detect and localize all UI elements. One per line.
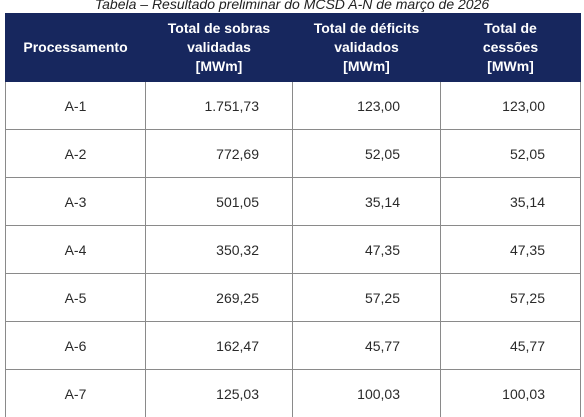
table-row: A-4 350,32 47,35 47,35 [5, 225, 581, 274]
cell-processamento: A-4 [5, 225, 146, 274]
cell-cessoes: 57,25 [440, 273, 581, 322]
header-total-deficits: Total de déficits validados [MWm] [292, 13, 441, 82]
cell-sobras: 772,69 [145, 129, 293, 178]
header-processamento: Processamento [5, 13, 146, 82]
cell-sobras: 1.751,73 [145, 81, 293, 130]
header-line: Total de [484, 20, 537, 36]
cell-processamento: A-7 [5, 369, 146, 417]
cell-sobras: 162,47 [145, 321, 293, 370]
cell-sobras: 125,03 [145, 369, 293, 417]
cell-deficits: 52,05 [292, 129, 441, 178]
header-line: validados [334, 39, 399, 55]
cell-deficits: 35,14 [292, 177, 441, 226]
cell-processamento: A-5 [5, 273, 146, 322]
cell-cessoes: 35,14 [440, 177, 581, 226]
cell-processamento: A-1 [5, 81, 146, 130]
table-caption: Tabela – Resultado preliminar do MCSD A-… [94, 0, 490, 12]
cell-deficits: 100,03 [292, 369, 441, 417]
cell-deficits: 47,35 [292, 225, 441, 274]
cell-processamento: A-3 [5, 177, 146, 226]
table-row: A-2 772,69 52,05 52,05 [5, 129, 581, 178]
header-unit: [MWm] [487, 58, 534, 74]
results-table: Processamento Total de sobras validadas … [5, 13, 581, 417]
header-line: Total de déficits [313, 20, 420, 36]
header-line: validadas [187, 39, 251, 55]
cell-processamento: A-2 [5, 129, 146, 178]
table-row: A-7 125,03 100,03 100,03 [5, 369, 581, 417]
table-row: A-6 162,47 45,77 45,77 [5, 321, 581, 370]
header-total-sobras: Total de sobras validadas [MWm] [145, 13, 293, 82]
header-row: Processamento Total de sobras validadas … [5, 13, 581, 82]
header-unit: [MWm] [195, 58, 243, 74]
cell-cessoes: 52,05 [440, 129, 581, 178]
cell-cessoes: 45,77 [440, 321, 581, 370]
cell-processamento: A-6 [5, 321, 146, 370]
table-row: A-3 501,05 35,14 35,14 [5, 177, 581, 226]
table-row: A-1 1.751,73 123,00 123,00 [5, 81, 581, 130]
cell-cessoes: 100,03 [440, 369, 581, 417]
header-unit: [MWm] [343, 58, 390, 74]
cell-cessoes: 47,35 [440, 225, 581, 274]
table-header: Processamento Total de sobras validadas … [5, 13, 581, 82]
header-line: Processamento [23, 39, 128, 55]
cell-deficits: 45,77 [292, 321, 441, 370]
header-line: cessões [482, 39, 539, 55]
cell-sobras: 501,05 [145, 177, 293, 226]
header-total-cessoes: Total de cessões [MWm] [440, 13, 581, 82]
table-row: A-5 269,25 57,25 57,25 [5, 273, 581, 322]
cell-sobras: 350,32 [145, 225, 293, 274]
table-body: A-1 1.751,73 123,00 123,00 A-2 772,69 52… [5, 81, 581, 417]
cell-cessoes: 123,00 [440, 81, 581, 130]
cell-deficits: 57,25 [292, 273, 441, 322]
header-line: Total de sobras [167, 20, 271, 36]
cell-sobras: 269,25 [145, 273, 293, 322]
cell-deficits: 123,00 [292, 81, 441, 130]
